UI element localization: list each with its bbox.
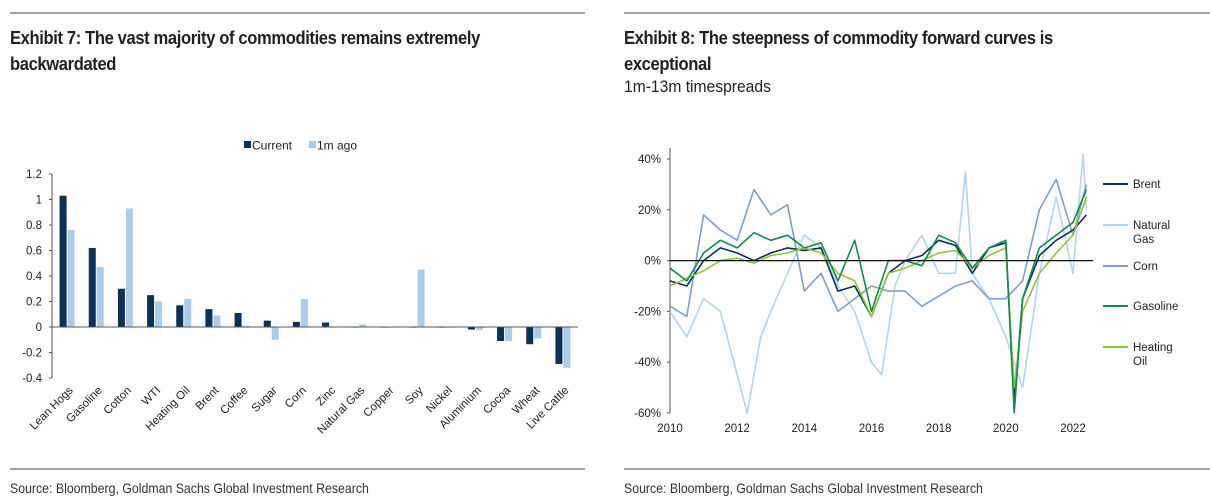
x-category-label: Copper bbox=[361, 385, 396, 420]
bar-current bbox=[88, 247, 96, 327]
bar-prior bbox=[359, 324, 367, 327]
chart-legend: Brent Natural Gas Corn Gasoline Heating Oil bbox=[1103, 179, 1178, 368]
exhibit-8-subtitle: 1m-13m timespreads bbox=[624, 77, 771, 96]
y-tick-label: 0% bbox=[644, 256, 661, 268]
y-tick-label: -40% bbox=[634, 357, 661, 369]
y-tick-label: -60% bbox=[634, 408, 661, 420]
series-line-corn bbox=[669, 178, 1088, 318]
line-chart: -60% -40% -20% 0% 20% 40% 2010 2012 2014 2016 2018… bbox=[634, 148, 1178, 435]
legend-label: Oil bbox=[1133, 356, 1147, 368]
bar-prior bbox=[563, 327, 571, 368]
y-tick-label: -0.4 bbox=[22, 373, 42, 385]
bar-prior bbox=[155, 301, 163, 327]
bar-prior bbox=[184, 298, 192, 327]
bar-prior bbox=[475, 327, 483, 331]
bar-prior bbox=[417, 269, 425, 327]
legend-label: Heating bbox=[1133, 342, 1173, 354]
bottom-divider bbox=[10, 468, 585, 470]
legend-label: 1m ago bbox=[317, 139, 357, 153]
bar-prior bbox=[213, 315, 221, 327]
x-category-label: Sugar bbox=[250, 385, 280, 415]
bar-chart: Current 1m ago -0.4 -0.2 0 0.2 0.4 0.6 0.8 1 1.2 Le… bbox=[22, 139, 578, 437]
bar-prior bbox=[96, 267, 104, 327]
bar-current bbox=[526, 327, 534, 345]
y-tick-label: 20% bbox=[638, 205, 661, 217]
x-tick-label: 2010 bbox=[657, 423, 683, 435]
bar-prior bbox=[505, 327, 513, 342]
x-tick-label: 2012 bbox=[724, 423, 750, 435]
y-tick-label: 1.2 bbox=[26, 169, 42, 181]
bar-current bbox=[117, 288, 125, 327]
x-category-label: Zinc bbox=[314, 384, 338, 408]
exhibit-8-source: Source: Bloomberg, Goldman Sachs Global … bbox=[624, 480, 983, 496]
series-line-natural-gas bbox=[669, 153, 1088, 414]
y-tick-label: 0.6 bbox=[26, 246, 42, 258]
y-tick-label: -0.2 bbox=[22, 348, 42, 360]
bar-current bbox=[292, 321, 300, 327]
bar-current bbox=[322, 322, 330, 327]
bar-current bbox=[497, 327, 505, 342]
x-tick-label: 2022 bbox=[1060, 423, 1086, 435]
exhibit-7-title: Exhibit 7: The vast majority of commodit… bbox=[10, 28, 480, 74]
bar-prior bbox=[300, 298, 308, 327]
bar-current bbox=[467, 327, 475, 330]
x-tick-label: 2018 bbox=[926, 423, 952, 435]
y-tick-label: 0.4 bbox=[26, 271, 43, 283]
bar-current bbox=[555, 327, 563, 364]
legend-label: Corn bbox=[1133, 261, 1158, 273]
exhibit-8-title: Exhibit 8: The steepness of commodity fo… bbox=[624, 28, 1053, 74]
y-tick-label: 40% bbox=[638, 154, 661, 166]
x-category-label: Lean Hogs bbox=[28, 384, 76, 432]
legend-label: Gas bbox=[1133, 234, 1154, 246]
bar-prior bbox=[271, 327, 279, 340]
bar-prior bbox=[534, 327, 542, 339]
x-category-label: Coffee bbox=[218, 385, 250, 417]
y-tick-label: -20% bbox=[634, 306, 661, 318]
bar-prior bbox=[67, 230, 75, 327]
bar-current bbox=[176, 305, 184, 327]
x-tick-label: 2016 bbox=[859, 423, 885, 435]
legend-swatch-current bbox=[244, 141, 251, 148]
x-tick-label: 2014 bbox=[792, 423, 818, 435]
chart-legend: Current 1m ago bbox=[244, 139, 357, 153]
top-divider bbox=[624, 12, 1210, 14]
legend-label: Current bbox=[252, 139, 293, 153]
y-tick-label: 1 bbox=[36, 195, 42, 207]
legend-swatch-prior bbox=[309, 141, 316, 148]
y-tick-label: 0 bbox=[36, 322, 42, 334]
top-divider bbox=[10, 12, 585, 14]
x-category-label: WTI bbox=[140, 385, 163, 408]
bar-current bbox=[59, 195, 67, 327]
exhibit-8-panel: Exhibit 8: The steepness of commodity fo… bbox=[612, 0, 1210, 504]
x-category-label: Corn bbox=[283, 385, 309, 411]
y-tick-label: 0.8 bbox=[26, 220, 42, 232]
exhibit-7-source: Source: Bloomberg, Goldman Sachs Global … bbox=[10, 480, 369, 496]
bar-prior bbox=[125, 208, 133, 327]
bottom-divider bbox=[624, 468, 1210, 470]
bar-prior bbox=[242, 325, 250, 327]
exhibit-7-panel: Exhibit 7: The vast majority of commodit… bbox=[0, 0, 600, 504]
legend-label: Gasoline bbox=[1133, 301, 1178, 313]
legend-label: Natural bbox=[1133, 220, 1170, 232]
y-tick-label: 0.2 bbox=[26, 297, 42, 309]
bar-current bbox=[263, 320, 271, 327]
x-category-label: Cocoa bbox=[481, 384, 513, 416]
bar-current bbox=[205, 309, 213, 327]
x-category-label: Cotton bbox=[102, 385, 134, 417]
x-category-label: Soy bbox=[403, 384, 426, 407]
legend-label: Brent bbox=[1133, 179, 1161, 191]
bar-current bbox=[234, 312, 242, 327]
x-tick-label: 2020 bbox=[993, 423, 1019, 435]
bar-current bbox=[147, 295, 155, 327]
